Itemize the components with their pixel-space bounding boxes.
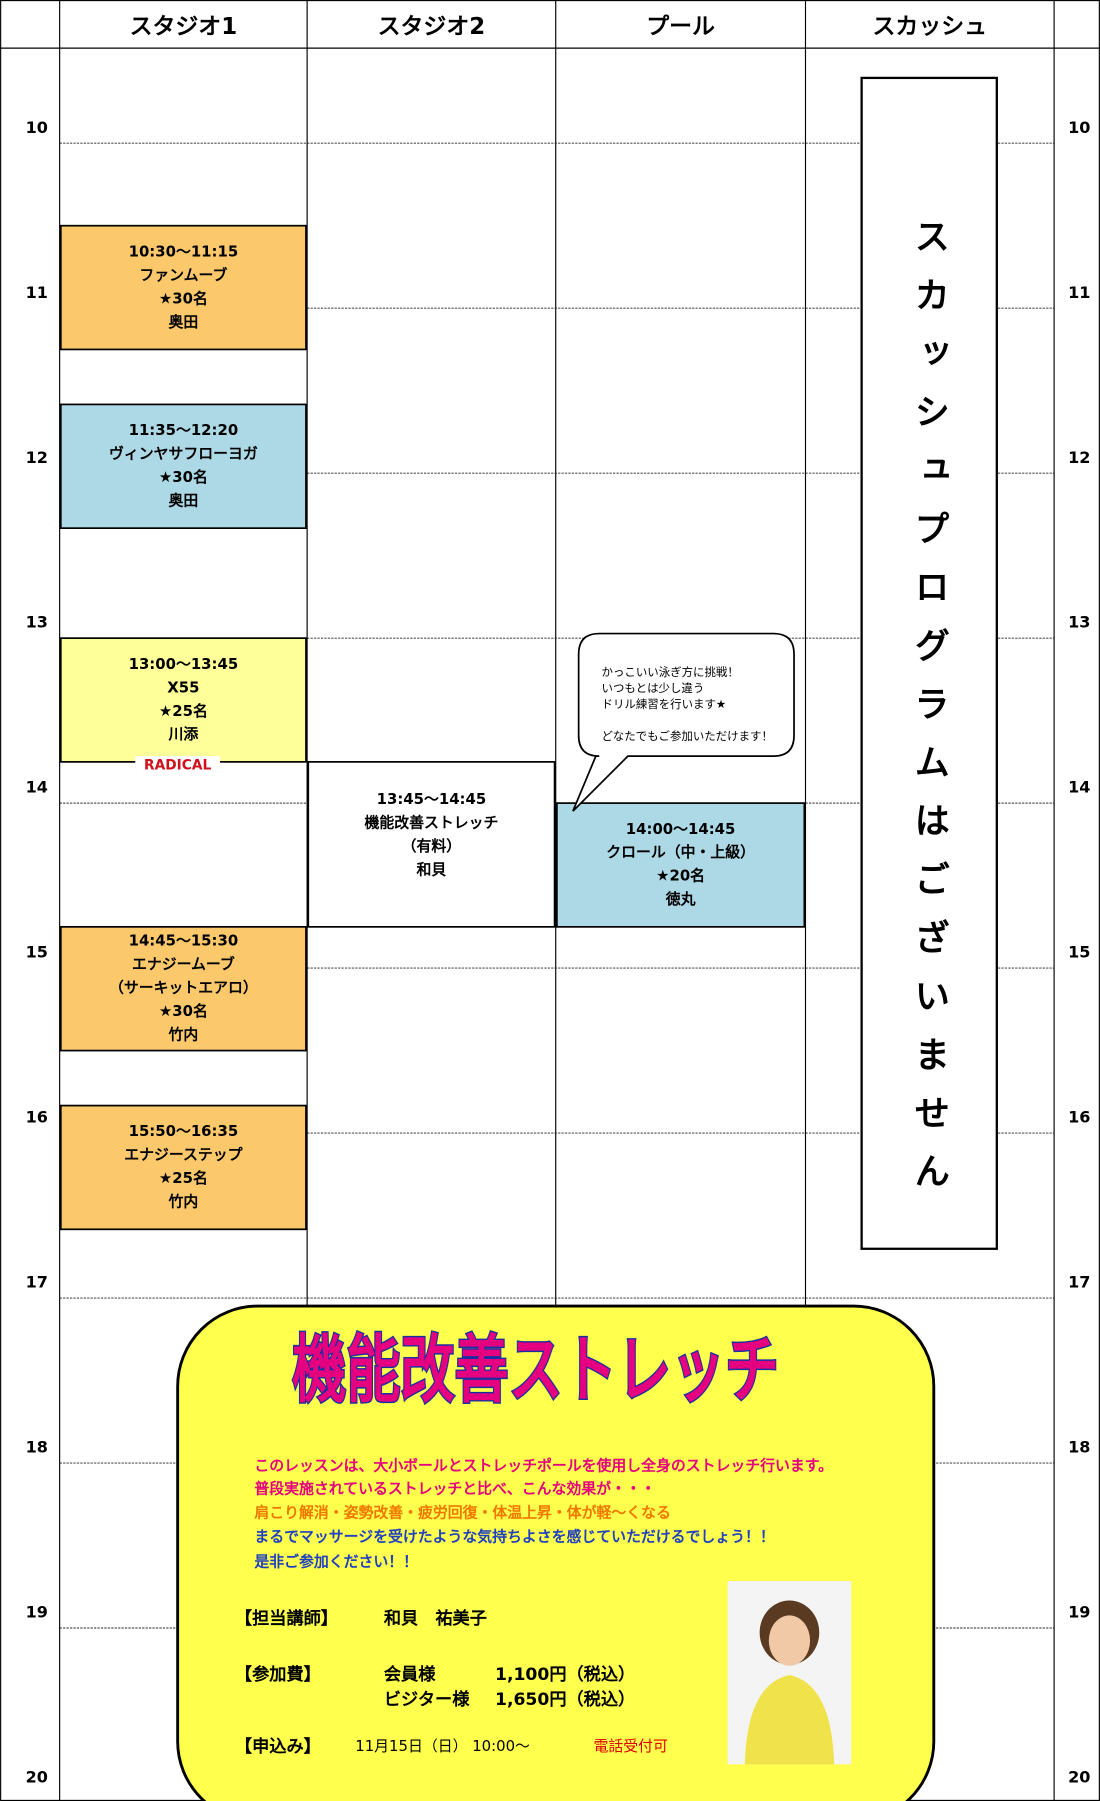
promo-description: 肩こり解消・姿勢改善・疲労回復・体温上昇・体が軽～くなる xyxy=(254,1503,671,1521)
callout-text: どなたでもご参加いただけます！ xyxy=(602,729,773,743)
fee-price: 1,650円（税込） xyxy=(495,1689,635,1710)
lesson-text: ★30名 xyxy=(159,468,208,486)
lesson-text: ★30名 xyxy=(159,289,208,307)
hour-label: 16 xyxy=(1068,1108,1090,1127)
logo-bg xyxy=(135,756,221,775)
lesson-text: 11:35～12:20 xyxy=(129,421,239,439)
lesson-text: 15:50～16:35 xyxy=(129,1122,239,1140)
photo-body xyxy=(744,1674,835,1765)
lesson-text: ★30名 xyxy=(159,1002,208,1020)
lesson-text: 13:45～14:45 xyxy=(377,790,487,808)
lesson-text: 13:00～13:45 xyxy=(129,655,239,673)
squash-box xyxy=(860,76,998,1250)
lesson-text: 竹内 xyxy=(168,1193,199,1211)
lesson-text: X55 xyxy=(167,678,199,696)
lesson-text: ★25名 xyxy=(159,1169,208,1187)
lesson-text: 奥田 xyxy=(169,492,199,510)
lesson-text: ファンムーブ xyxy=(139,266,227,284)
callout-text: ドリル練習を行います★ xyxy=(602,697,727,711)
lesson-text: （サーキットエアロ） xyxy=(109,979,258,997)
hour-label: 20 xyxy=(1068,1768,1090,1787)
fee-label: 【参加費】 xyxy=(235,1664,321,1685)
hour-label: 12 xyxy=(26,448,48,467)
hour-label: 19 xyxy=(1068,1603,1090,1622)
apply-date: 11月15日（日） 10:00～ xyxy=(355,1737,530,1755)
fee-price: 1,100円（税込） xyxy=(495,1664,635,1685)
instructor-label: 【担当講師】 xyxy=(235,1608,338,1629)
column-header: スカッシュ xyxy=(873,14,988,40)
hour-label: 14 xyxy=(1068,778,1090,797)
apply-label: 【申込み】 xyxy=(235,1736,321,1757)
lesson-text: ★20名 xyxy=(656,867,705,885)
lesson-box xyxy=(59,403,307,530)
lesson-text: 機能改善ストレッチ xyxy=(364,813,498,831)
lesson-text: クロール（中・上級） xyxy=(606,843,755,861)
apply-note: 電話受付可 xyxy=(594,1737,668,1755)
hour-label: 17 xyxy=(26,1273,48,1292)
lesson-text: 14:00～14:45 xyxy=(626,820,736,838)
squash-note: スカッシュプログラムはございません xyxy=(909,218,950,1211)
lesson-box xyxy=(59,1104,307,1231)
lesson-box xyxy=(59,224,307,351)
callout-text: いつもとは少し違う xyxy=(602,681,705,695)
lesson-text: 14:45～15:30 xyxy=(129,932,239,950)
lesson-text: 奥田 xyxy=(169,313,199,331)
lesson-text: （有料） xyxy=(402,837,462,855)
lesson-text: 和貝 xyxy=(417,860,447,878)
promo-description: このレッスンは、大小ボールとストレッチポールを使用し全身のストレッチ行います。 xyxy=(254,1456,833,1474)
lesson-text: ヴィンヤサフローヨガ xyxy=(109,445,258,463)
hour-label: 18 xyxy=(1068,1438,1090,1457)
hour-label: 18 xyxy=(26,1438,48,1457)
hour-label: 10 xyxy=(26,118,48,137)
lesson-text: 徳丸 xyxy=(665,890,696,908)
hour-label: 12 xyxy=(1068,448,1090,467)
lesson-text: 10:30～11:15 xyxy=(129,242,239,260)
logo: RADICAL xyxy=(144,757,211,773)
fee-who: ビジター様 xyxy=(384,1689,470,1710)
photo-face xyxy=(768,1615,811,1666)
column-header: スタジオ2 xyxy=(378,14,486,40)
lesson-box xyxy=(307,761,556,928)
promo-title: 機能改善ストレッチ xyxy=(292,1328,779,1413)
hour-label: 20 xyxy=(26,1768,48,1787)
hour-label: 13 xyxy=(26,613,48,632)
fee-who: 会員様 xyxy=(384,1664,436,1685)
hour-label: 19 xyxy=(26,1603,48,1622)
hour-label: 11 xyxy=(1068,283,1090,302)
callout xyxy=(572,632,795,812)
lesson-box xyxy=(556,802,806,928)
instructor-name: 和貝 祐美子 xyxy=(384,1608,487,1629)
promo-description: 是非ご参加ください！！ xyxy=(253,1553,418,1571)
column-header: スタジオ1 xyxy=(130,14,238,40)
lesson-text: エナジームーブ xyxy=(132,955,235,973)
hour-label: 16 xyxy=(26,1108,48,1127)
hour-label: 15 xyxy=(1068,943,1090,962)
lesson-text: ★25名 xyxy=(159,702,208,720)
lesson-text: エナジーステップ xyxy=(124,1146,242,1164)
promo-description: まるでマッサージを受けたような気持ちよさを感じていただけるでしょう！！ xyxy=(254,1527,774,1545)
lesson-box xyxy=(59,925,307,1052)
promo-description: 普段実施されているストレッチと比べ、こんな効果が・・・ xyxy=(254,1479,655,1497)
callout-text: かっこいい泳ぎ方に挑戦！ xyxy=(602,665,739,679)
hour-label: 17 xyxy=(1068,1273,1090,1292)
hour-label: 14 xyxy=(26,778,48,797)
column-header: プール xyxy=(646,14,715,40)
hour-label: 15 xyxy=(26,943,48,962)
lesson-text: 川添 xyxy=(168,725,199,743)
hour-label: 11 xyxy=(26,283,48,302)
hour-label: 10 xyxy=(1068,118,1090,137)
lesson-text: 竹内 xyxy=(168,1026,199,1044)
hour-label: 13 xyxy=(1068,613,1090,632)
